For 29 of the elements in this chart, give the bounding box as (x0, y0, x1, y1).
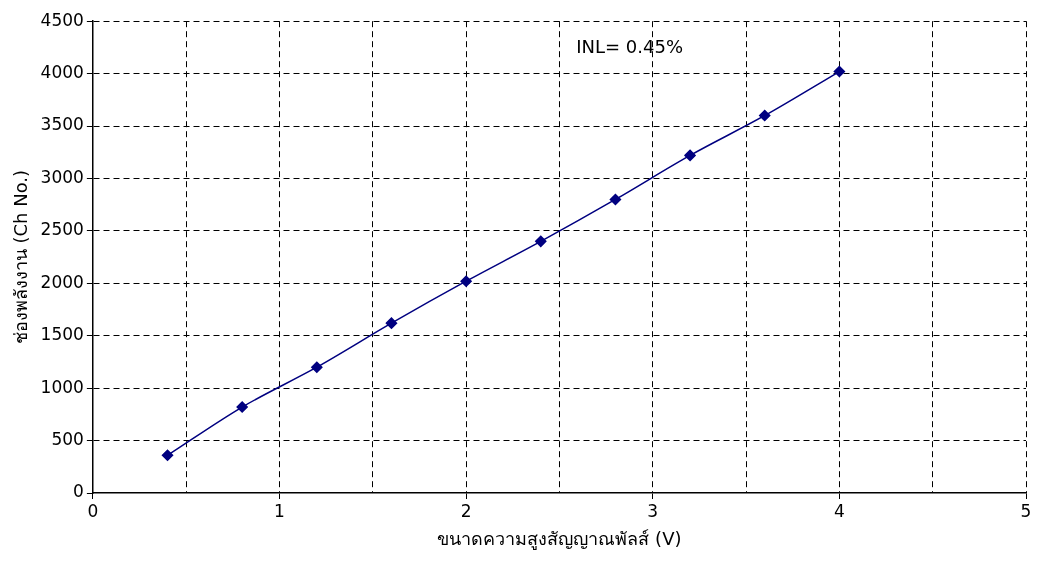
point (833, 65, 846, 78)
annotation: INL= 0.45% (576, 35, 684, 57)
x-tick-label: 0 (87, 500, 99, 521)
x-tick-label: 3 (647, 500, 659, 521)
y-tick-label: 0 (73, 481, 84, 502)
x-tick-label: 1 (274, 500, 285, 521)
x-tick-label: 2 (460, 500, 472, 521)
y-tick-label: 4500 (40, 9, 84, 30)
y-tick-label: 1000 (40, 376, 84, 397)
y-tick-label: 3000 (40, 166, 84, 187)
point (684, 149, 696, 162)
y-tick-label: 2000 (40, 271, 84, 292)
y-tick-label: 3500 (40, 114, 84, 135)
point (161, 449, 174, 462)
x-axis-title: ขนาดความสูงสัญญาณพัลส์ (V) (437, 527, 682, 550)
y-tick-label: 500 (51, 429, 84, 449)
point (385, 317, 398, 329)
y-tick-label: 2500 (40, 219, 84, 240)
point (460, 275, 472, 287)
point (609, 193, 622, 206)
x-tick-label: 4 (833, 500, 845, 521)
point (758, 109, 771, 122)
y-tick-label: 1500 (40, 324, 84, 345)
point (236, 401, 248, 413)
x-tick-label: 5 (1020, 500, 1032, 521)
y-axis-title: ช่องพลังงาน (Ch No.) (10, 169, 32, 345)
point (311, 361, 323, 373)
y-tick-label: 4000 (40, 62, 84, 83)
point (535, 235, 547, 248)
